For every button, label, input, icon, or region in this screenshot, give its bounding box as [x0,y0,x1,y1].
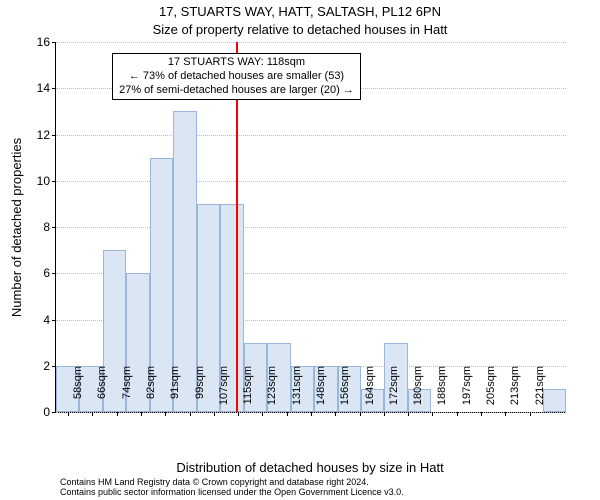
xtick-label: 148sqm [315,366,327,416]
xtick-mark [505,412,506,416]
chart-subtitle: Size of property relative to detached ho… [0,22,600,37]
xtick-label: 91sqm [169,366,181,416]
xtick-label: 123sqm [266,366,278,416]
ytick-mark [52,412,56,413]
xtick-label: 107sqm [218,366,230,416]
xtick-mark [481,412,482,416]
xtick-mark [432,412,433,416]
xtick-label: 172sqm [388,366,400,416]
xtick-mark [287,412,288,416]
ytick-label: 12 [37,128,50,142]
xtick-mark [68,412,69,416]
xtick-label: 131sqm [291,366,303,416]
xtick-label: 221sqm [534,366,546,416]
xtick-label: 99sqm [194,366,206,416]
ytick-mark [52,135,56,136]
xtick-mark [190,412,191,416]
ytick-label: 8 [43,220,50,234]
chart-container: 17, STUARTS WAY, HATT, SALTASH, PL12 6PN… [0,0,600,500]
xtick-mark [165,412,166,416]
ytick-label: 2 [43,359,50,373]
annotation-line: 17 STUARTS WAY: 118sqm [119,56,354,70]
xtick-mark [262,412,263,416]
xtick-mark [408,412,409,416]
gridline [56,181,566,182]
gridline [56,227,566,228]
ytick-mark [52,273,56,274]
ytick-label: 4 [43,313,50,327]
chart-title: 17, STUARTS WAY, HATT, SALTASH, PL12 6PN [0,4,600,19]
xtick-label: 156sqm [339,366,351,416]
footnote: Contains HM Land Registry data © Crown c… [60,478,404,498]
xtick-label: 213sqm [509,366,521,416]
x-axis-label: Distribution of detached houses by size … [55,460,565,475]
xtick-mark [335,412,336,416]
xtick-label: 164sqm [364,366,376,416]
xtick-mark [457,412,458,416]
ytick-mark [52,181,56,182]
gridline [56,42,566,43]
xtick-mark [384,412,385,416]
ytick-label: 14 [37,81,50,95]
xtick-label: 188sqm [436,366,448,416]
ytick-mark [52,88,56,89]
xtick-mark [92,412,93,416]
annotation-line: ← 73% of detached houses are smaller (53… [119,70,354,84]
xtick-label: 74sqm [121,366,133,416]
ytick-label: 0 [43,405,50,419]
annotation-line: 27% of semi-detached houses are larger (… [119,84,354,98]
xtick-label: 66sqm [96,366,108,416]
ytick-mark [52,42,56,43]
footnote-line-2: Contains public sector information licen… [60,488,404,498]
xtick-label: 82sqm [145,366,157,416]
xtick-label: 58sqm [72,366,84,416]
xtick-mark [141,412,142,416]
xtick-label: 180sqm [412,366,424,416]
plot-area: 024681012141658sqm66sqm74sqm82sqm91sqm99… [55,42,566,413]
gridline [56,135,566,136]
xtick-label: 197sqm [461,366,473,416]
xtick-label: 205sqm [485,366,497,416]
annotation-box: 17 STUARTS WAY: 118sqm← 73% of detached … [112,53,361,100]
ytick-label: 6 [43,266,50,280]
ytick-label: 16 [37,35,50,49]
xtick-mark [311,412,312,416]
ytick-mark [52,227,56,228]
xtick-label: 115sqm [242,366,254,416]
xtick-mark [238,412,239,416]
histogram-bar [543,389,566,412]
y-axis-label: Number of detached properties [10,42,24,412]
ytick-label: 10 [37,174,50,188]
xtick-mark [117,412,118,416]
xtick-mark [214,412,215,416]
ytick-mark [52,320,56,321]
xtick-mark [530,412,531,416]
xtick-mark [360,412,361,416]
